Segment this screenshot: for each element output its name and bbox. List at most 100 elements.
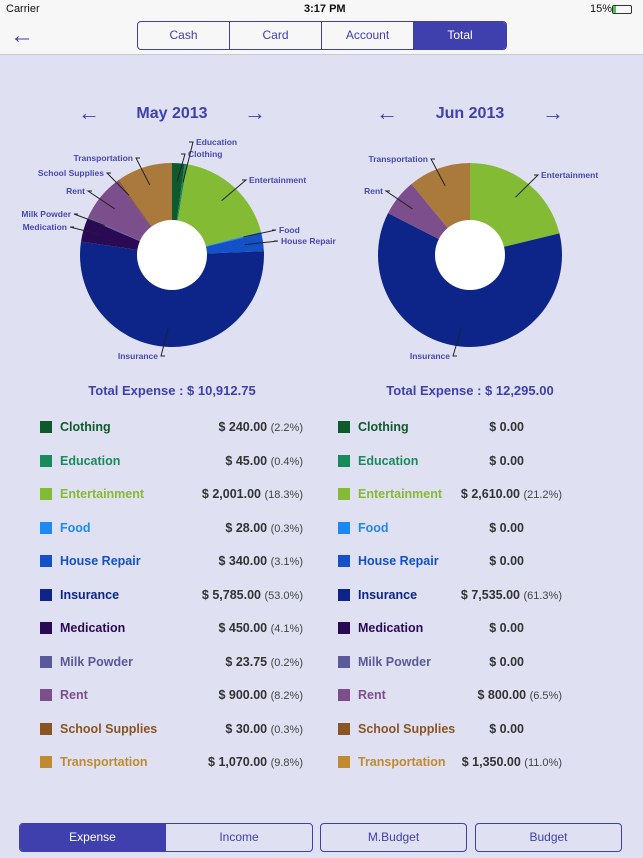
next-month-arrow-icon[interactable]: → (244, 100, 266, 125)
legend-row-house-repair[interactable]: House Repair $ 340.00 (3.1%) (40, 552, 310, 572)
category-amount-group: $ 0.00 (489, 655, 524, 669)
category-amount-group: $ 1,070.00 (9.8%) (208, 755, 303, 769)
category-percent: (11.0%) (524, 757, 562, 769)
category-amount-group: $ 23.75 (0.2%) (225, 655, 303, 669)
category-amount: $ 0.00 (489, 520, 524, 535)
legend-row-medication[interactable]: Medication $ 0.00 (338, 619, 608, 639)
total-expense-left: Total Expense : $ 10,912.75 (88, 383, 256, 398)
category-name: Milk Powder (358, 654, 431, 669)
category-amount-group: $ 0.00 (489, 454, 524, 468)
prev-month-arrow-icon[interactable]: ← (78, 100, 100, 125)
category-amount: $ 900.00 (218, 688, 268, 702)
category-percent: (8.2%) (270, 690, 303, 702)
category-name: Insurance (358, 587, 418, 602)
legend-row-clothing[interactable]: Clothing $ 0.00 (338, 418, 608, 438)
slice-insurance[interactable] (79, 241, 264, 348)
legend-row-milk-powder[interactable]: Milk Powder $ 23.75 (0.2%) (40, 653, 310, 673)
battery-icon (612, 5, 632, 14)
color-swatch (338, 488, 350, 500)
legend-row-rent[interactable]: Rent $ 800.00 (6.5%) (338, 686, 608, 706)
donut-hole (435, 220, 505, 290)
legend-row-education[interactable]: Education $ 0.00 (338, 452, 608, 472)
category-name: Food (358, 520, 389, 535)
color-swatch (40, 454, 52, 467)
slice-label: Insurance (118, 351, 158, 361)
legend-row-school-supplies[interactable]: School Supplies $ 30.00 (0.3%) (40, 720, 310, 740)
legend-row-milk-powder[interactable]: Milk Powder $ 0.00 (338, 653, 608, 673)
category-percent: (0.2%) (270, 656, 303, 669)
tab-account[interactable]: Account (322, 22, 414, 49)
legend-row-food[interactable]: Food $ 28.00 (0.3%) (40, 519, 310, 539)
legend-row-transportation[interactable]: Transportation $ 1,070.00 (9.8%) (40, 753, 310, 773)
category-name: Transportation (60, 755, 148, 769)
category-name: Rent (358, 688, 386, 702)
leader-line (243, 229, 277, 238)
slice-label: Medication (23, 222, 67, 232)
next-month-arrow-icon[interactable]: → (542, 100, 564, 125)
legend-row-entertainment[interactable]: Entertainment $ 2,001.00 (18.3%) (40, 485, 310, 505)
legend-row-food[interactable]: Food $ 0.00 (338, 519, 608, 539)
monthly-budget-label: M.Budget (367, 830, 420, 844)
category-amount: $ 0.00 (489, 654, 524, 669)
category-amount: $ 240.00 (218, 420, 268, 434)
income-button[interactable]: Income (219, 830, 259, 844)
tab-total[interactable]: Total (414, 22, 506, 49)
slice-label: Education (196, 137, 237, 147)
category-name: Medication (358, 621, 424, 635)
category-name: Clothing (358, 420, 409, 434)
total-expense-right: Total Expense : $ 12,295.00 (386, 383, 554, 398)
legend-row-insurance[interactable]: Insurance $ 7,535.00 (61.3%) (338, 586, 608, 606)
category-amount: $ 0.00 (489, 721, 524, 736)
leader-line (73, 213, 105, 226)
legend-row-education[interactable]: Education $ 45.00 (0.4%) (40, 452, 310, 472)
category-amount: $ 7,535.00 (460, 587, 520, 602)
category-amount: $ 30.00 (225, 721, 268, 736)
category-name: Food (60, 520, 91, 535)
legend-row-entertainment[interactable]: Entertainment $ 2,610.00 (21.2%) (338, 485, 608, 505)
month-title: May 2013 (136, 105, 208, 122)
tab-card[interactable]: Card (230, 22, 322, 49)
category-amount-group: $ 28.00 (0.3%) (225, 521, 303, 535)
leader-line (244, 240, 279, 246)
category-name: Milk Powder (60, 654, 133, 669)
back-button[interactable]: ← (10, 22, 34, 49)
battery-level: 15% (590, 3, 613, 15)
carrier: Carrier (6, 3, 40, 15)
leader-line (515, 174, 540, 198)
slice-label: Rent (364, 186, 383, 196)
status-bar: Carrier 3:17 PM 15% (0, 0, 643, 18)
color-swatch (338, 722, 350, 735)
slice-label: School Supplies (38, 168, 104, 178)
legend-row-rent[interactable]: Rent $ 900.00 (8.2%) (40, 686, 310, 706)
legend-row-school-supplies[interactable]: School Supplies $ 0.00 (338, 720, 608, 740)
budget-label: Budget (529, 830, 568, 844)
legend-row-house-repair[interactable]: House Repair $ 0.00 (338, 552, 608, 572)
expense-button[interactable]: Expense (20, 824, 166, 851)
legend-row-insurance[interactable]: Insurance $ 5,785.00 (53.0%) (40, 586, 310, 606)
color-swatch (40, 756, 52, 768)
prev-month-arrow-icon[interactable]: ← (376, 100, 398, 125)
color-swatch (40, 488, 52, 500)
category-amount: $ 450.00 (218, 621, 268, 635)
monthly-budget-button[interactable]: M.Budget (320, 823, 467, 852)
category-amount-group: $ 2,001.00 (18.3%) (202, 487, 303, 501)
slice-label: Clothing (188, 149, 222, 159)
legend-row-medication[interactable]: Medication $ 450.00 (4.1%) (40, 619, 310, 639)
category-percent: (21.2%) (523, 489, 562, 501)
legend-row-clothing[interactable]: Clothing $ 240.00 (2.2%) (40, 418, 310, 438)
category-amount-group: $ 1,350.00 (11.0%) (462, 755, 562, 769)
category-percent: (3.1%) (270, 556, 303, 568)
category-amount-group: $ 0.00 (489, 420, 524, 434)
tab-cash[interactable]: Cash (138, 22, 230, 49)
category-name: Clothing (60, 420, 111, 434)
budget-button[interactable]: Budget (475, 823, 622, 852)
slice-label: Milk Powder (21, 209, 71, 219)
donut-hole (137, 220, 207, 290)
category-amount: $ 0.00 (489, 420, 524, 434)
category-amount: $ 28.00 (225, 520, 268, 535)
category-amount: $ 5,785.00 (201, 587, 261, 602)
category-amount: $ 1,350.00 (461, 755, 521, 769)
color-swatch (338, 622, 350, 634)
category-percent: (53.0%) (264, 589, 303, 602)
legend-row-transportation[interactable]: Transportation $ 1,350.00 (11.0%) (338, 753, 608, 773)
